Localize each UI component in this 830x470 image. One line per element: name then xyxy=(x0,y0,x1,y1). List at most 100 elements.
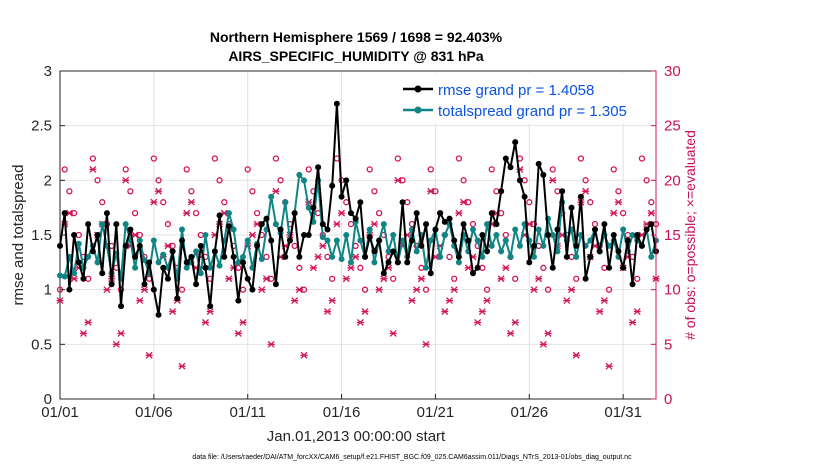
y-right-tick-label: 20 xyxy=(664,172,681,189)
rmse-point xyxy=(244,275,251,282)
rmse-point xyxy=(390,248,397,255)
spread-point xyxy=(540,242,547,249)
rmse-point xyxy=(601,221,608,228)
obs-evaluated-marker xyxy=(596,308,604,315)
obs-evaluated-marker xyxy=(239,319,247,326)
rmse-point xyxy=(179,237,186,244)
obs-possible-marker xyxy=(277,177,284,184)
obs-possible-marker xyxy=(66,188,73,195)
obs-evaluated-marker xyxy=(502,264,510,272)
spread-point xyxy=(75,240,82,247)
y-tick-label: 1 xyxy=(44,282,52,299)
spread-point xyxy=(390,232,397,238)
x-tick-label: 01/01 xyxy=(41,404,79,421)
rmse-point xyxy=(493,221,500,228)
rmse-point xyxy=(620,264,627,271)
obs-possible-marker xyxy=(483,286,491,293)
rmse-line xyxy=(59,102,657,316)
rmse-point xyxy=(319,221,326,228)
y-tick-label: 1.5 xyxy=(31,227,52,244)
spread-point xyxy=(207,264,214,271)
rmse-point xyxy=(540,171,547,178)
spread-point xyxy=(573,253,580,260)
obs-possible-marker xyxy=(399,177,406,184)
obs-possible-marker xyxy=(357,264,364,271)
spread-point xyxy=(183,264,190,271)
rmse-point xyxy=(516,177,523,184)
obs-possible-marker xyxy=(361,286,369,293)
rmse-point xyxy=(324,226,331,233)
obs-possible-marker xyxy=(305,166,312,173)
spread-point xyxy=(122,221,129,228)
rmse-point xyxy=(427,270,434,277)
obs-evaluated-marker xyxy=(497,275,505,283)
rmse-point xyxy=(174,295,181,302)
rmse-point xyxy=(366,234,373,241)
obs-evaluated-marker xyxy=(342,275,350,283)
x-tick-label: 01/16 xyxy=(323,404,361,421)
spread-point xyxy=(282,199,289,206)
obs-evaluated-marker xyxy=(183,209,191,217)
y-axis-label: rmse and totalspread xyxy=(10,165,27,306)
rmse-point xyxy=(150,286,157,293)
spread-point xyxy=(296,171,303,178)
obs-possible-marker xyxy=(540,264,547,271)
rmse-point xyxy=(146,259,153,266)
rmse-point xyxy=(338,193,345,200)
obs-evaluated-marker xyxy=(380,275,388,283)
rmse-point xyxy=(132,253,139,260)
obs-evaluated-marker xyxy=(507,329,515,337)
obs-possible-marker xyxy=(643,177,650,184)
obs-evaluated-marker xyxy=(361,308,369,315)
y-axis-label-right: # of obs: o=possible; ×=evaluated xyxy=(682,130,698,340)
rmse-point xyxy=(648,221,655,228)
rmse-point xyxy=(465,237,472,244)
legend-box xyxy=(398,73,654,123)
obs-evaluated-marker xyxy=(422,340,430,348)
spread-point xyxy=(160,251,167,258)
x-axis-label: Jan.01,2013 00:00:00 start xyxy=(267,428,446,445)
rmse-point xyxy=(66,286,73,293)
rmse-point xyxy=(408,237,415,244)
spread-point xyxy=(305,204,312,211)
y-tick-label: 0.5 xyxy=(31,336,52,353)
spread-point xyxy=(399,237,406,244)
rmse-point xyxy=(474,264,481,271)
obs-possible-marker xyxy=(94,177,101,184)
rmse-point xyxy=(530,242,537,249)
rmse-point xyxy=(446,215,453,222)
spread-point xyxy=(530,253,537,260)
obs-possible-marker xyxy=(427,166,434,173)
legend-rmse-marker xyxy=(414,85,422,93)
y-tick-label: 2 xyxy=(44,172,52,189)
obs-evaluated-marker xyxy=(610,209,618,217)
rmse-point xyxy=(71,232,78,238)
rmse-point xyxy=(418,242,425,249)
y-right-tick-label: 15 xyxy=(664,227,681,244)
rmse-point xyxy=(263,215,270,222)
obs-evaluated-marker xyxy=(300,351,308,359)
spread-point xyxy=(301,177,308,184)
rmse-point xyxy=(437,210,444,217)
rmse-point xyxy=(103,210,110,217)
y-right-tick-label: 25 xyxy=(664,118,681,135)
spread-point xyxy=(268,193,275,200)
spread-point xyxy=(484,221,491,228)
spread-point xyxy=(474,237,481,244)
rmse-point xyxy=(385,259,392,266)
rmse-point xyxy=(254,242,261,249)
obs-possible-marker xyxy=(192,209,200,217)
rmse-point xyxy=(394,259,401,266)
spread-point xyxy=(469,226,476,233)
obs-evaluated-marker xyxy=(319,242,327,250)
obs-possible-marker xyxy=(648,199,655,206)
obs-evaluated-marker xyxy=(248,231,256,239)
rmse-point xyxy=(441,218,448,225)
rmse-point xyxy=(535,160,542,167)
obs-possible-marker xyxy=(155,177,162,184)
legend: rmse grand pr = 1.4058 totalspread grand… xyxy=(398,73,654,123)
obs-evaluated-marker xyxy=(483,297,491,305)
obs-evaluated-marker xyxy=(408,297,416,305)
rmse-point xyxy=(291,210,298,217)
obs-evaluated-marker xyxy=(84,319,92,326)
